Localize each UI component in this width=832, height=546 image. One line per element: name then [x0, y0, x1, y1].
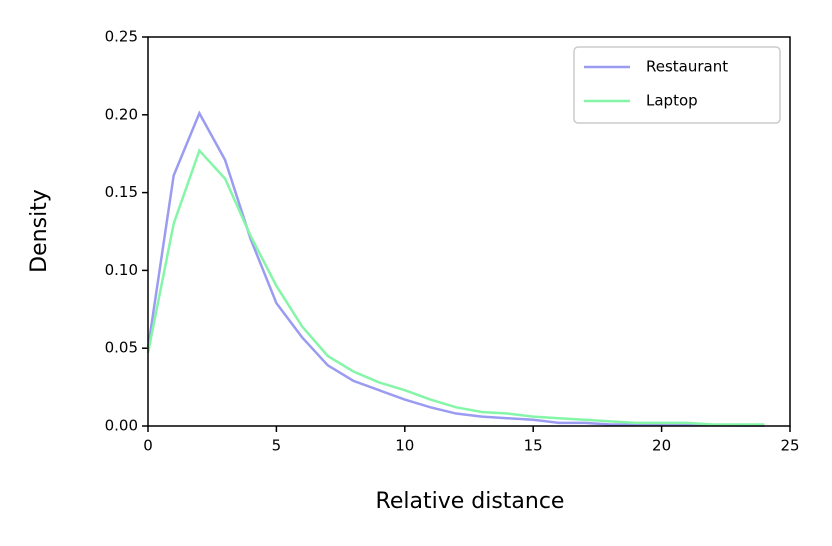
series-line — [146, 110, 765, 427]
x-tick-label: 15 — [524, 437, 543, 455]
x-tick-label: 25 — [780, 437, 799, 455]
y-tick-label: 0.15 — [105, 183, 138, 201]
y-axis-label: Density — [27, 189, 52, 273]
legend-label: Laptop — [646, 92, 698, 110]
x-tick-label: 0 — [143, 437, 153, 455]
legend-label: Restaurant — [646, 58, 728, 76]
x-axis-label: Relative distance — [376, 489, 565, 514]
y-tick-label: 0.05 — [105, 339, 138, 357]
x-tick-label: 20 — [652, 437, 671, 455]
y-tick-label: 0.00 — [105, 417, 138, 435]
y-tick-label: 0.20 — [105, 105, 138, 123]
x-tick-label: 5 — [272, 437, 282, 455]
series-line — [146, 148, 765, 426]
y-tick-label: 0.10 — [105, 261, 138, 279]
x-tick-label: 10 — [395, 437, 414, 455]
y-tick-label: 0.25 — [105, 28, 138, 46]
plot-frame — [147, 36, 791, 427]
